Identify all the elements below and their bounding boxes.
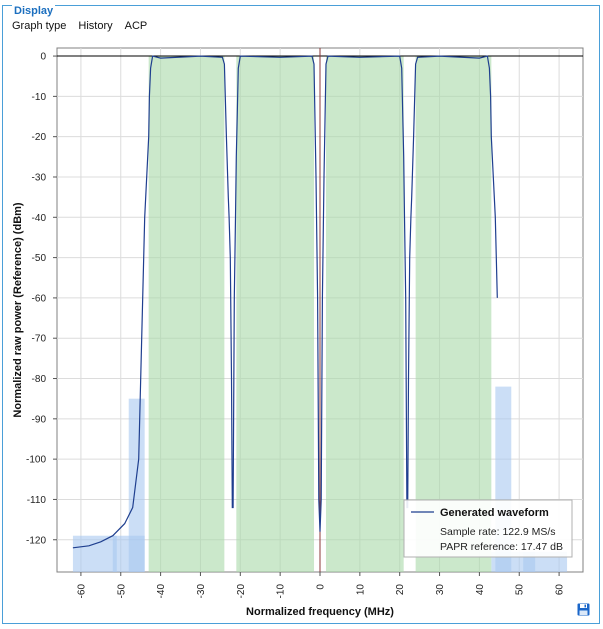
y-tick-label: -60: [32, 293, 47, 304]
x-axis-label: Normalized frequency (MHz): [246, 606, 394, 618]
y-tick-label: -40: [32, 213, 47, 224]
x-tick-label: -20: [236, 584, 247, 599]
y-tick-label: -100: [26, 455, 46, 466]
y-tick-label: -80: [32, 374, 47, 385]
channel-band: [415, 56, 492, 573]
x-tick-label: 10: [355, 584, 366, 596]
y-tick-label: -90: [32, 414, 47, 425]
x-tick-label-group: 20: [395, 584, 406, 596]
x-tick-label-group: -40: [156, 584, 167, 599]
y-tick-label: -20: [32, 132, 47, 143]
panel-title: Display: [12, 5, 56, 17]
legend-title: Generated waveform: [440, 507, 549, 519]
x-tick-label-group: -50: [116, 584, 127, 599]
y-tick-label: -50: [32, 253, 47, 264]
x-tick-label-group: 40: [475, 584, 486, 596]
channel-band: [236, 56, 315, 573]
x-tick-label: 60: [555, 584, 566, 596]
channel-band: [148, 56, 225, 573]
y-axis-label-group: Normalized raw power (Reference) (dBm): [12, 202, 24, 417]
x-tick-label-group: 60: [555, 584, 566, 596]
x-tick-label: -10: [276, 584, 287, 599]
legend-sample-rate: Sample rate: 122.9 MS/s: [440, 526, 556, 538]
x-tick-label: -60: [76, 584, 87, 599]
y-tick-label: -110: [27, 495, 47, 506]
x-tick-label-group: -20: [236, 584, 247, 599]
x-tick-label: -30: [196, 584, 207, 599]
tab-graph-type[interactable]: Graph type: [12, 20, 67, 32]
x-tick-label-group: 30: [435, 584, 446, 596]
y-tick-label: -30: [32, 172, 47, 183]
acp-bar: [128, 398, 145, 572]
legend-papr: PAPR reference: 17.47 dB: [440, 541, 563, 553]
waveform-line: [72, 55, 498, 549]
graph-tabs: Graph type History ACP: [12, 20, 159, 32]
legend: Generated waveform Sample rate: 122.9 MS/…: [403, 499, 573, 558]
x-tick-label-group: -30: [196, 584, 207, 599]
x-tick-label: -50: [116, 584, 127, 599]
y-tick-label: 0: [40, 52, 46, 63]
x-tick-label: 0: [316, 584, 327, 590]
x-tick-label: 50: [515, 584, 526, 596]
x-tick-label: 40: [475, 584, 486, 596]
x-tick-label: -40: [156, 584, 167, 599]
acp-bar: [72, 535, 117, 572]
x-tick-label: 30: [435, 584, 446, 596]
x-tick-label: 20: [395, 584, 406, 596]
display-panel: Display: [2, 5, 600, 624]
x-tick-label-group: 50: [515, 584, 526, 596]
y-tick-label: -70: [32, 334, 47, 345]
x-tick-label-group: 0: [316, 584, 327, 590]
x-tick-label-group: -10: [276, 584, 287, 599]
channel-band: [325, 56, 404, 573]
y-tick-label: -10: [32, 92, 47, 103]
tab-acp[interactable]: ACP: [124, 20, 148, 32]
x-tick-label-group: 10: [355, 584, 366, 596]
y-tick-label: -120: [26, 535, 46, 546]
save-icon[interactable]: [577, 603, 590, 616]
x-tick-label-group: -60: [76, 584, 87, 599]
y-axis-label: Normalized raw power (Reference) (dBm): [12, 202, 24, 417]
tab-history[interactable]: History: [78, 20, 113, 32]
legend-box: [403, 499, 573, 558]
